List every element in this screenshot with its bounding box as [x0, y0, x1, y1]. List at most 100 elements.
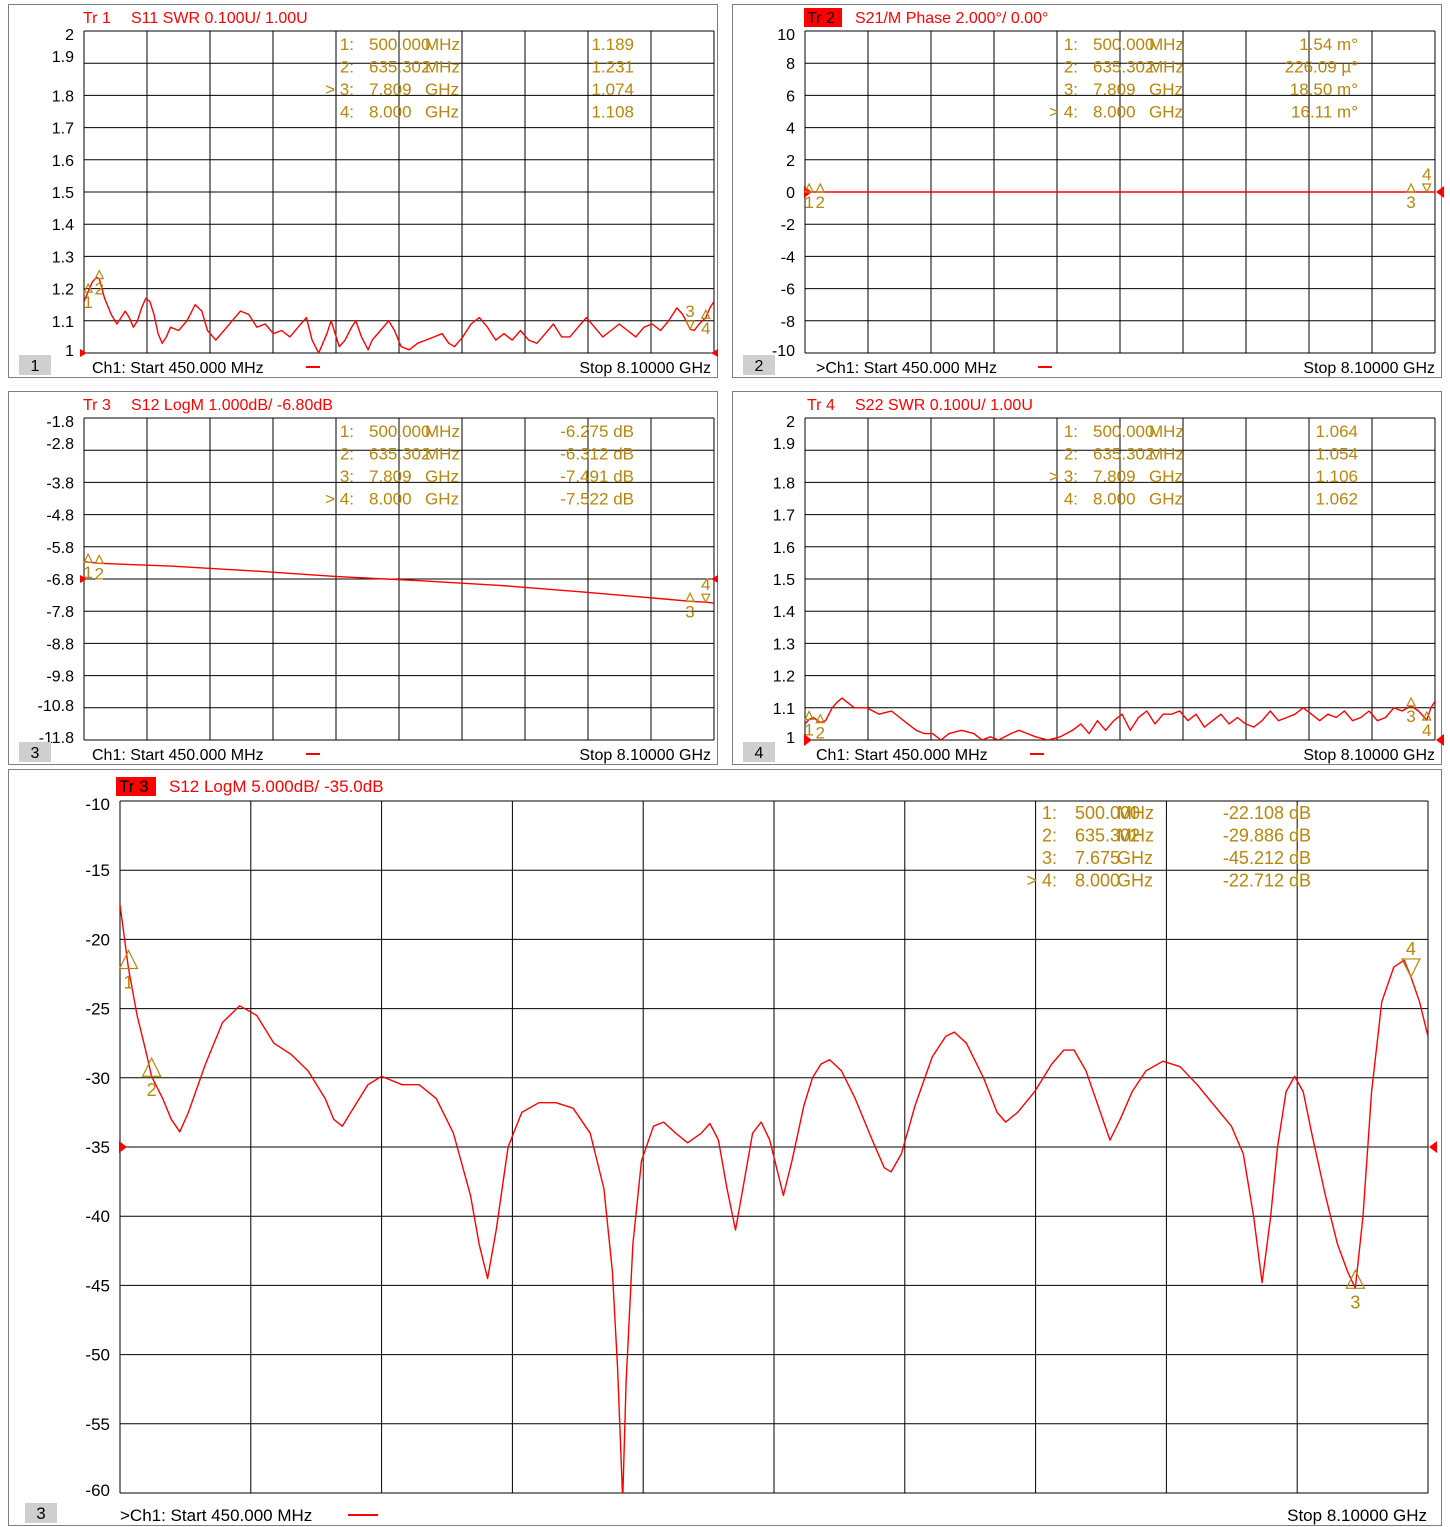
marker-triangle[interactable] [83, 552, 94, 563]
sweep-stop-label[interactable]: Stop 8.10000 GHz [579, 360, 711, 377]
sweep-start-label[interactable]: Ch1: Start 450.000 MHz [816, 747, 988, 764]
marker-readout-cell: > 3: [325, 80, 354, 99]
marker-triangle[interactable] [804, 182, 815, 193]
y-axis-tick-labels: -1.8 -2.8 -3.8 -4.8 -5.8 -6.8 -7.8 -8.8 -9.8 -10.… [38, 414, 75, 747]
marker-triangle[interactable] [1406, 182, 1417, 193]
marker-triangle[interactable] [700, 308, 711, 319]
marker-triangle[interactable] [94, 553, 105, 564]
marker-triangle[interactable] [815, 713, 826, 724]
trace-panel-4-s22-swr: Tr 4 S22 SWR 0.100U/ 1.00U 2 1.9 1.8 1.7 1.6 1.… [732, 391, 1444, 765]
sweep-start-label[interactable]: >Ch1: Start 450.000 MHz [816, 360, 997, 377]
marker-readout-cell: 7.809 [369, 80, 412, 99]
chart-svg: Tr 1 S11 SWR 0.100U/ 1.00U 2 1.9 1.8 1.7 1.6 1.… [19, 10, 718, 377]
marker-readout-cell: MHz [1149, 422, 1184, 441]
channel-tag[interactable] [743, 355, 775, 375]
ref-arrow-left [80, 349, 87, 357]
marker-label: 2 [95, 564, 104, 583]
marker-readout-cell: 1.106 [1315, 467, 1358, 486]
marker-readout-cell: 500.000 [1093, 422, 1154, 441]
marker-readout-cell: 635.302 [1075, 826, 1140, 846]
y-tick-label: 1.8 [773, 475, 795, 492]
marker-triangle[interactable] [1345, 1268, 1366, 1289]
marker-triangle[interactable] [1421, 710, 1432, 721]
marker-triangle[interactable] [118, 949, 139, 970]
marker-readout-cell: GHz [1149, 80, 1183, 99]
marker-readout-cell: 1: [1064, 35, 1078, 54]
trace-number[interactable]: Tr 1 [83, 10, 111, 27]
ref-arrow-right [711, 575, 718, 583]
marker-triangle[interactable] [685, 591, 696, 602]
marker-label: 1 [804, 193, 813, 212]
y-tick-label: 1 [786, 730, 795, 747]
marker-triangle[interactable] [94, 269, 105, 280]
channel-footer: 1 Ch1: Start 450.000 MHz Stop 8.10000 GHz [19, 355, 711, 377]
marker-readout-cell: 500.000 [369, 422, 430, 441]
marker-readout-cell: 3: [1064, 80, 1078, 99]
marker-readout-cell: -6.275 dB [560, 422, 634, 441]
marker-triangle[interactable] [685, 320, 696, 331]
y-tick-label: 2 [786, 153, 795, 170]
marker-label: 4 [1422, 721, 1431, 740]
y-tick-label: 1.4 [52, 217, 74, 234]
marker-readout-cell: -22.108 dB [1223, 803, 1311, 823]
marker-readout-cell: 4: [340, 103, 354, 122]
marker-readout-cell: 16.11 m° [1291, 103, 1358, 122]
marker-readout-cell: 7.809 [1093, 467, 1136, 486]
marker-readout-cell: 4: [1064, 490, 1078, 509]
marker-triangle[interactable] [1400, 958, 1421, 979]
reference-level-arrow [80, 575, 718, 583]
trace-number[interactable]: Tr 3 [83, 397, 111, 414]
trace-format-label[interactable]: S22 SWR 0.100U/ 1.00U [855, 397, 1033, 414]
marker-readout-cell: 635.302 [369, 58, 430, 77]
marker-readout-cell: MHz [1149, 35, 1184, 54]
y-tick-label: 1.8 [52, 88, 74, 105]
channel-tag[interactable] [19, 742, 51, 762]
marker-label: 2 [147, 1080, 157, 1100]
channel-tag[interactable] [19, 355, 51, 375]
chart-svg: Tr 3 S12 LogM 5.000dB/ -35.0dB -10 -15 -20 -2… [25, 777, 1437, 1525]
marker-readout-cell: 2: [340, 58, 354, 77]
window-number: 3 [36, 1504, 45, 1523]
trace-number[interactable]: Tr 2 [807, 10, 835, 27]
graticule [83, 30, 715, 354]
sweep-start-label[interactable]: Ch1: Start 450.000 MHz [92, 747, 264, 764]
marker-triangle[interactable] [700, 593, 711, 604]
marker-triangle[interactable] [141, 1056, 162, 1077]
trace-number[interactable]: Tr 3 [119, 777, 149, 796]
marker-triangle[interactable] [804, 710, 815, 720]
sweep-stop-label[interactable]: Stop 8.10000 GHz [579, 747, 711, 764]
graticule [119, 800, 1429, 1494]
sweep-start-label[interactable]: Ch1: Start 450.000 MHz [92, 360, 264, 377]
trace-format-label[interactable]: S12 LogM 1.000dB/ -6.80dB [131, 397, 333, 414]
channel-tag[interactable] [743, 742, 775, 762]
trace-number[interactable]: Tr 4 [807, 397, 835, 414]
marker-label: 4 [1406, 939, 1416, 959]
sweep-stop-label[interactable]: Stop 8.10000 GHz [1287, 1506, 1427, 1525]
marker-triangle[interactable] [1421, 183, 1432, 194]
marker-readout-cell: 7.809 [369, 467, 412, 486]
marker-readout-cell: 635.302 [1093, 445, 1154, 464]
y-tick-label: 10 [777, 27, 795, 44]
marker-readout-cell: 500.000 [369, 35, 430, 54]
trace-line [84, 276, 714, 353]
y-axis-tick-labels: 10 8 6 4 2 0 -2 -4 -6 -8 -10 [772, 27, 795, 360]
marker-readout-cell: 18.50 m° [1290, 80, 1358, 99]
marker-triangle[interactable] [815, 182, 826, 193]
y-tick-label: -45 [85, 1276, 110, 1295]
marker-readout-cell: 8.000 [1093, 490, 1136, 509]
sweep-stop-label[interactable]: Stop 8.10000 GHz [1303, 747, 1435, 764]
trace-format-label[interactable]: S12 LogM 5.000dB/ -35.0dB [169, 777, 384, 796]
marker-triangle[interactable] [83, 282, 94, 293]
trace-format-label[interactable]: S11 SWR 0.100U/ 1.00U [131, 10, 308, 27]
channel-tag[interactable] [25, 1503, 57, 1523]
sweep-start-label[interactable]: >Ch1: Start 450.000 MHz [120, 1506, 312, 1525]
marker-triangle[interactable] [1406, 696, 1417, 707]
trace-format-label[interactable]: S21/M Phase 2.000°/ 0.00° [855, 10, 1048, 27]
y-tick-label: -60 [85, 1481, 110, 1500]
sweep-stop-label[interactable]: Stop 8.10000 GHz [1303, 360, 1435, 377]
marker-readout-cell: -7.491 dB [560, 467, 634, 486]
marker-readout-cell: MHz [425, 35, 460, 54]
